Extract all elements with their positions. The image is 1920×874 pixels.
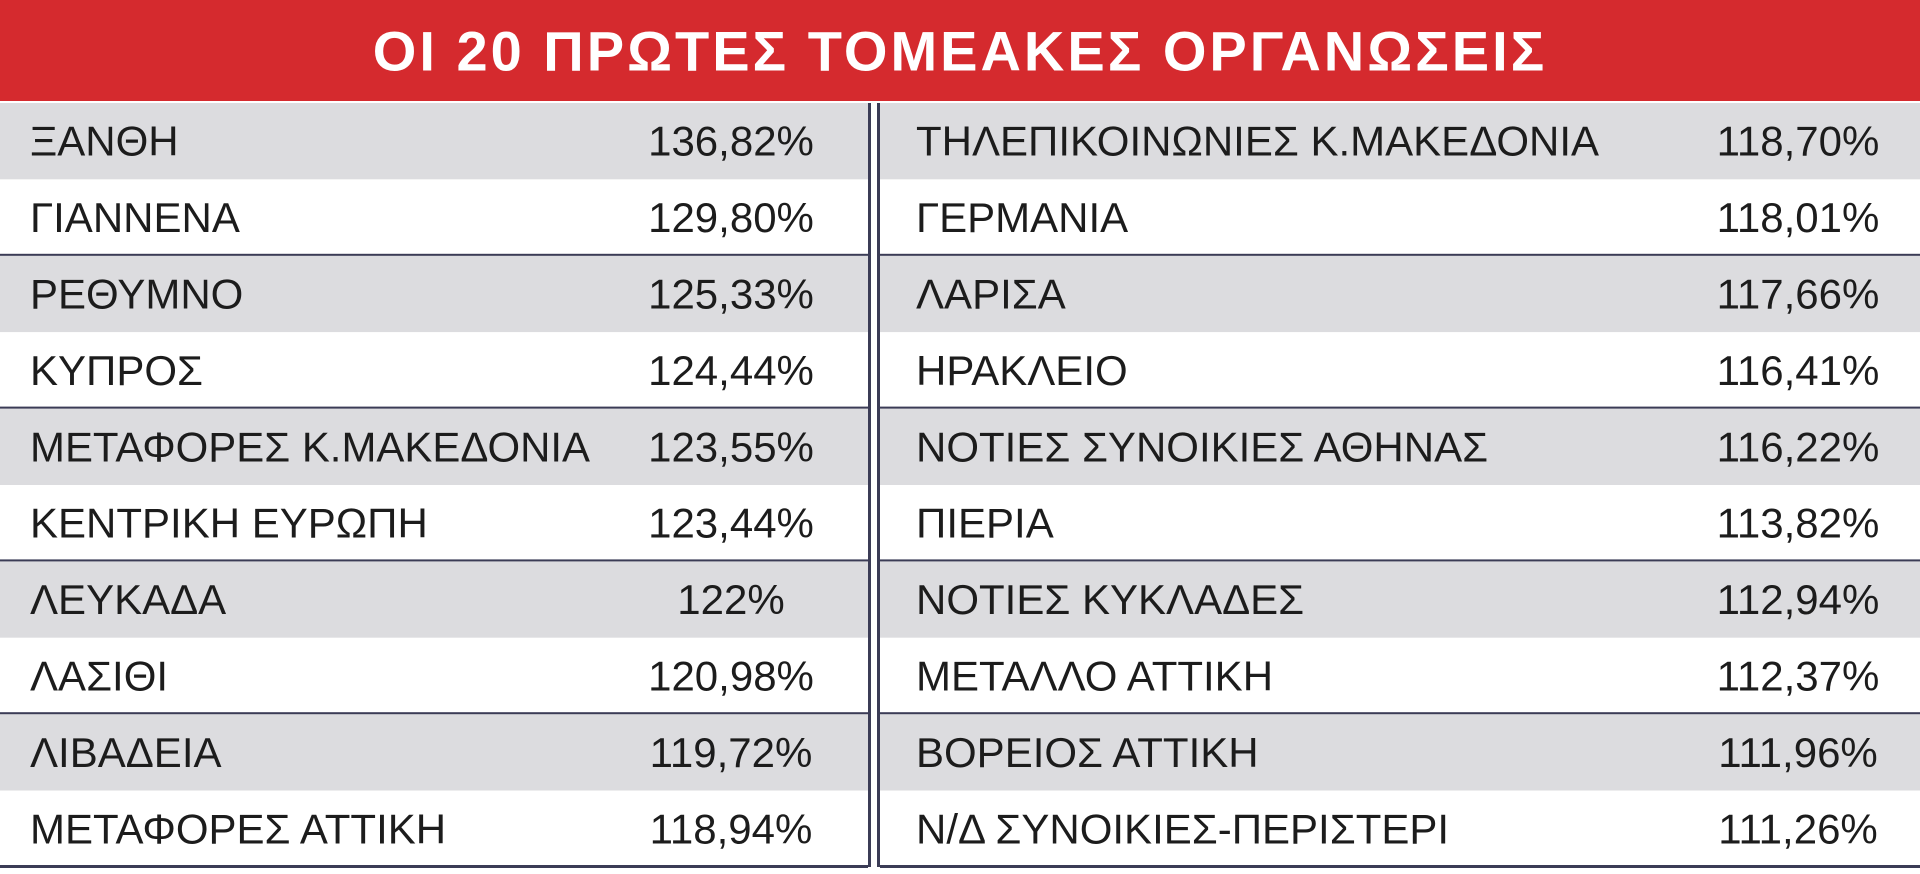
row-bg-gray: [0, 714, 868, 791]
row-value: 118,94%: [650, 805, 813, 852]
row-divider: [0, 406, 868, 410]
row-value: 116,41%: [1717, 347, 1880, 394]
row-name: ΒΟΡΕΙΟΣ ΑΤΤΙΚΗ: [916, 729, 1259, 776]
row-bg-white: [0, 332, 868, 409]
row-name: ΝΟΤΙΕΣ ΚΥΚΛΑΔΕΣ: [916, 576, 1304, 623]
row-bg-gray: [880, 103, 1920, 180]
row-divider: [0, 559, 868, 563]
row-name: ΛΑΣΙΘΙ: [30, 653, 168, 700]
row-value: 112,37%: [1717, 653, 1880, 700]
row-value: 116,22%: [1717, 423, 1880, 470]
row-name: ΛΑΡΙΣΑ: [916, 271, 1066, 318]
title-bar: [0, 0, 1920, 101]
row-name: ΓΙΑΝΝΕΝΑ: [30, 194, 240, 241]
row-name: ΗΡΑΚΛΕΙΟ: [916, 347, 1128, 394]
row-bg-white: [0, 637, 868, 715]
row-name: ΜΕΤΑΦΟΡΕΣ ΑΤΤΙΚΗ: [30, 805, 446, 852]
row-bg-white: [880, 485, 1920, 562]
row-value: 111,26%: [1718, 805, 1878, 852]
row-name: ΚΥΠΡΟΣ: [30, 347, 203, 394]
row-value: 123,44%: [648, 500, 814, 547]
row-name: ΓΕΡΜΑΝΙΑ: [916, 194, 1128, 241]
row-bg-gray: [0, 408, 868, 485]
row-bg-white: [0, 790, 868, 867]
row-bg-gray: [0, 103, 868, 180]
row-name: ΝΟΤΙΕΣ ΣΥΝΟΙΚΙΕΣ ΑΘΗΝΑΣ: [916, 423, 1488, 470]
row-divider: [880, 253, 1920, 257]
row-value: 129,80%: [648, 194, 814, 241]
row-bg-gray: [880, 408, 1920, 485]
row-value: 120,98%: [648, 653, 814, 700]
row-bg-white: [880, 332, 1920, 409]
row-value: 118,01%: [1717, 194, 1880, 241]
row-divider: [880, 865, 1920, 868]
row-name: ΤΗΛΕΠΙΚΟΙΝΩΝΙΕΣ Κ.ΜΑΚΕΔΟΝΙΑ: [916, 118, 1599, 165]
row-name: ΜΕΤΑΦΟΡΕΣ Κ.ΜΑΚΕΔΟΝΙΑ: [30, 423, 590, 470]
row-value: 125,33%: [648, 271, 814, 318]
row-name: ΛΙΒΑΔΕΙΑ: [30, 729, 222, 776]
row-value: 118,70%: [1717, 118, 1880, 165]
row-bg-gray: [880, 255, 1920, 333]
row-value: 117,66%: [1717, 271, 1880, 318]
row-bg-gray: [0, 561, 868, 638]
row-divider: [0, 865, 868, 868]
row-name: ΠΙΕΡΙΑ: [916, 500, 1054, 547]
column-divider: [868, 103, 871, 867]
row-bg-gray: [880, 714, 1920, 791]
row-name: ΜΕΤΑΛΛΟ ΑΤΤΙΚΗ: [916, 653, 1273, 700]
row-value: 112,94%: [1717, 576, 1880, 623]
row-bg-gray: [880, 561, 1920, 638]
row-bg-white: [0, 485, 868, 562]
row-divider: [880, 406, 1920, 410]
row-divider: [0, 712, 868, 716]
row-value: 113,82%: [1717, 500, 1880, 547]
title: ΟΙ 20 ΠΡΩΤΕΣ ΤΟΜΕΑΚΕΣ ΟΡΓΑΝΩΣΕΙΣ: [373, 20, 1547, 83]
row-name: ΚΕΝΤΡΙΚΗ ΕΥΡΩΠΗ: [30, 500, 428, 547]
row-bg-gray: [0, 255, 868, 333]
row-value: 122%: [677, 576, 784, 623]
column-divider: [877, 103, 880, 867]
row-value: 136,82%: [648, 118, 814, 165]
row-value: 123,55%: [648, 423, 814, 470]
row-divider: [880, 559, 1920, 563]
row-bg-white: [880, 790, 1920, 867]
row-value: 119,72%: [650, 729, 813, 776]
row-bg-white: [880, 179, 1920, 256]
row-bg-white: [880, 637, 1920, 715]
row-bg-white: [0, 179, 868, 256]
row-divider: [0, 253, 868, 257]
row-name: Ν/Δ ΣΥΝΟΙΚΙΕΣ-ΠΕΡΙΣΤΕΡΙ: [916, 805, 1449, 852]
row-divider: [880, 712, 1920, 716]
row-name: ΡΕΘΥΜΝΟ: [30, 271, 243, 318]
row-value: 124,44%: [648, 347, 814, 394]
row-value: 111,96%: [1718, 729, 1878, 776]
row-name: ΞΑΝΘΗ: [30, 118, 179, 165]
row-name: ΛΕΥΚΑΔΑ: [30, 576, 226, 623]
